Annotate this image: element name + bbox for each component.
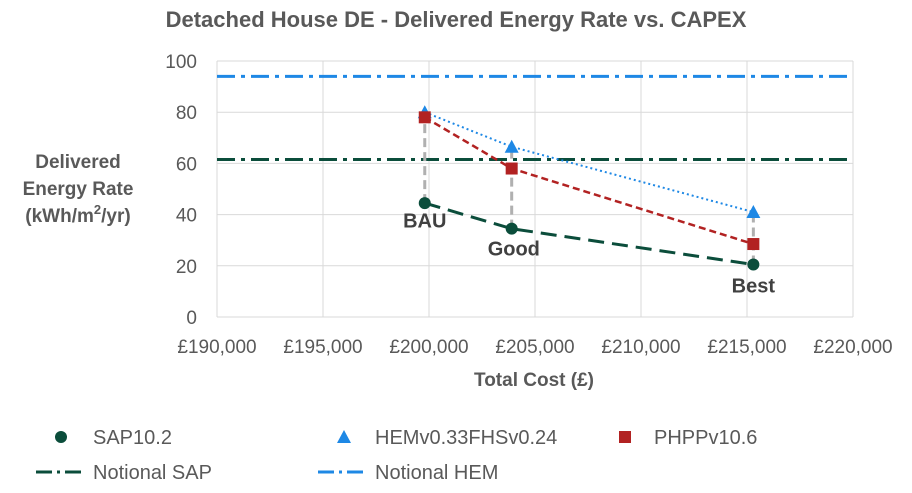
sap-point bbox=[505, 222, 518, 235]
y-tick-label: 40 bbox=[176, 206, 197, 227]
x-tick-label: £215,000 bbox=[707, 337, 786, 358]
legend-marker-phpp bbox=[619, 431, 631, 443]
y-tick-label: 0 bbox=[186, 308, 197, 329]
hem-point bbox=[746, 205, 761, 219]
y-tick-label: 100 bbox=[165, 52, 197, 73]
x-tick-labels: £190,000 £195,000 £200,000 £205,000 £210,000… bbox=[177, 337, 892, 358]
y-axis-title-line-2: Energy Rate bbox=[23, 179, 134, 200]
chart-title: Detached House DE - Delivered Energy Rat… bbox=[166, 7, 747, 32]
data-points bbox=[417, 105, 761, 271]
x-tick-label: £210,000 bbox=[601, 337, 680, 358]
sap-point bbox=[418, 197, 431, 210]
phpp-point bbox=[418, 111, 431, 124]
phpp-trend-line bbox=[424, 116, 754, 246]
annotation-label: Good bbox=[488, 239, 540, 261]
y-tick-label: 60 bbox=[176, 154, 197, 175]
legend-label-notional-hem: Notional HEM bbox=[375, 462, 498, 484]
y-axis-unit-base: (kWh/m bbox=[25, 206, 94, 227]
y-tick-label: 80 bbox=[176, 103, 197, 124]
y-axis-title-line-1: Delivered bbox=[35, 152, 121, 173]
annotation-label: Best bbox=[732, 276, 776, 298]
phpp-point bbox=[505, 162, 518, 175]
legend-label-hem: HEMv0.33FHSv0.24 bbox=[375, 427, 557, 449]
legend: SAP10.2 HEMv0.33FHSv0.24 PHPPv10.6 Notio… bbox=[36, 427, 757, 484]
legend-label-notional-sap: Notional SAP bbox=[93, 462, 212, 484]
x-tick-label: £205,000 bbox=[495, 337, 574, 358]
phpp-point bbox=[747, 238, 760, 251]
annotations: BAU Good Best bbox=[403, 210, 775, 297]
sap-point bbox=[747, 258, 760, 271]
hem-point bbox=[504, 139, 519, 153]
connector-lines bbox=[423, 112, 755, 265]
x-axis-title: Total Cost (£) bbox=[474, 370, 594, 391]
y-axis-unit-end: /yr) bbox=[101, 206, 131, 227]
legend-label-sap: SAP10.2 bbox=[93, 427, 172, 449]
trend-lines bbox=[424, 111, 754, 267]
legend-marker-sap bbox=[55, 431, 67, 443]
grid bbox=[216, 60, 854, 318]
hem-trend-line bbox=[424, 111, 754, 214]
x-tick-label: £195,000 bbox=[283, 337, 362, 358]
y-axis-unit-exponent: 2 bbox=[94, 202, 101, 217]
y-axis-title-line-3: (kWh/m2/yr) bbox=[25, 202, 130, 227]
x-tick-label: £220,000 bbox=[813, 337, 892, 358]
y-tick-labels: 0 20 40 60 80 100 bbox=[165, 52, 197, 329]
x-tick-label: £190,000 bbox=[177, 337, 256, 358]
y-tick-label: 20 bbox=[176, 257, 197, 278]
sap-trend-line bbox=[424, 201, 754, 267]
legend-label-phpp: PHPPv10.6 bbox=[654, 427, 757, 449]
legend-marker-hem bbox=[337, 430, 351, 443]
x-tick-label: £200,000 bbox=[389, 337, 468, 358]
annotation-label: BAU bbox=[403, 210, 446, 232]
reference-lines bbox=[217, 74, 853, 162]
